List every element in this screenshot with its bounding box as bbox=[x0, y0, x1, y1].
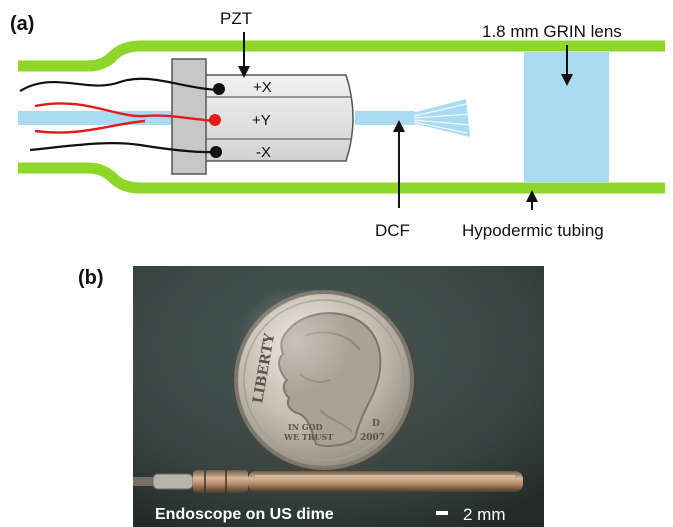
coin-year: 2007 bbox=[360, 433, 385, 443]
electrode-label-y: +Y bbox=[252, 112, 271, 129]
electrode-label-x-plus: +X bbox=[253, 79, 272, 96]
coin-motto-line2: WE TRUST bbox=[283, 432, 333, 442]
wire-black-x-minus bbox=[29, 142, 217, 154]
fiber-beam-fan bbox=[412, 99, 470, 137]
pzt-arrowhead bbox=[238, 66, 250, 78]
pzt-tube bbox=[204, 74, 354, 162]
photo-caption: Endoscope on US dime bbox=[155, 506, 334, 523]
electrode-x-minus bbox=[210, 146, 222, 158]
pzt-callout: PZT bbox=[220, 9, 252, 28]
us-dime: LIBERTY IN GOD WE TRUST 2007 D bbox=[230, 290, 420, 475]
tubing-callout: Hypodermic tubing bbox=[462, 221, 604, 240]
dcf-callout: DCF bbox=[375, 221, 410, 240]
tubing-bottom-wall bbox=[18, 162, 665, 194]
dcf-fiber bbox=[18, 111, 173, 125]
electrode-label-x-minus: -X bbox=[256, 144, 271, 161]
photograph: LIBERTY IN GOD WE TRUST 2007 D Endoscope… bbox=[133, 266, 544, 527]
electrode-y bbox=[209, 114, 221, 126]
coin-motto-line1: IN GOD bbox=[288, 422, 323, 432]
scale-bar-label: 2 mm bbox=[463, 505, 506, 524]
dcf-arrowhead bbox=[393, 120, 405, 132]
grin-lens-callout: 1.8 mm GRIN lens bbox=[482, 22, 622, 41]
wire-black-x-plus bbox=[19, 77, 219, 92]
electrode-x-plus bbox=[213, 83, 225, 95]
panel-a-label: (a) bbox=[10, 13, 34, 35]
tubing-arrowhead bbox=[526, 190, 538, 202]
panel-b: (b) LIBERTY IN GOD WE TRUST 2007 D bbox=[78, 266, 544, 527]
coin-mint-mark: D bbox=[372, 419, 380, 429]
panel-a: (a) +X +Y -X PZT 1.8 mm G bbox=[10, 9, 665, 240]
dcf-fiber-tip bbox=[355, 111, 415, 125]
wire-red-y-2 bbox=[34, 119, 146, 134]
panel-b-label: (b) bbox=[78, 267, 104, 289]
fiber-beam-rays bbox=[413, 103, 471, 134]
grin-arrowhead bbox=[561, 74, 573, 86]
tubing-top-wall bbox=[18, 40, 665, 72]
wire-red-y bbox=[34, 102, 217, 123]
endoscope-probe bbox=[133, 470, 523, 493]
scale-bar bbox=[436, 511, 448, 515]
